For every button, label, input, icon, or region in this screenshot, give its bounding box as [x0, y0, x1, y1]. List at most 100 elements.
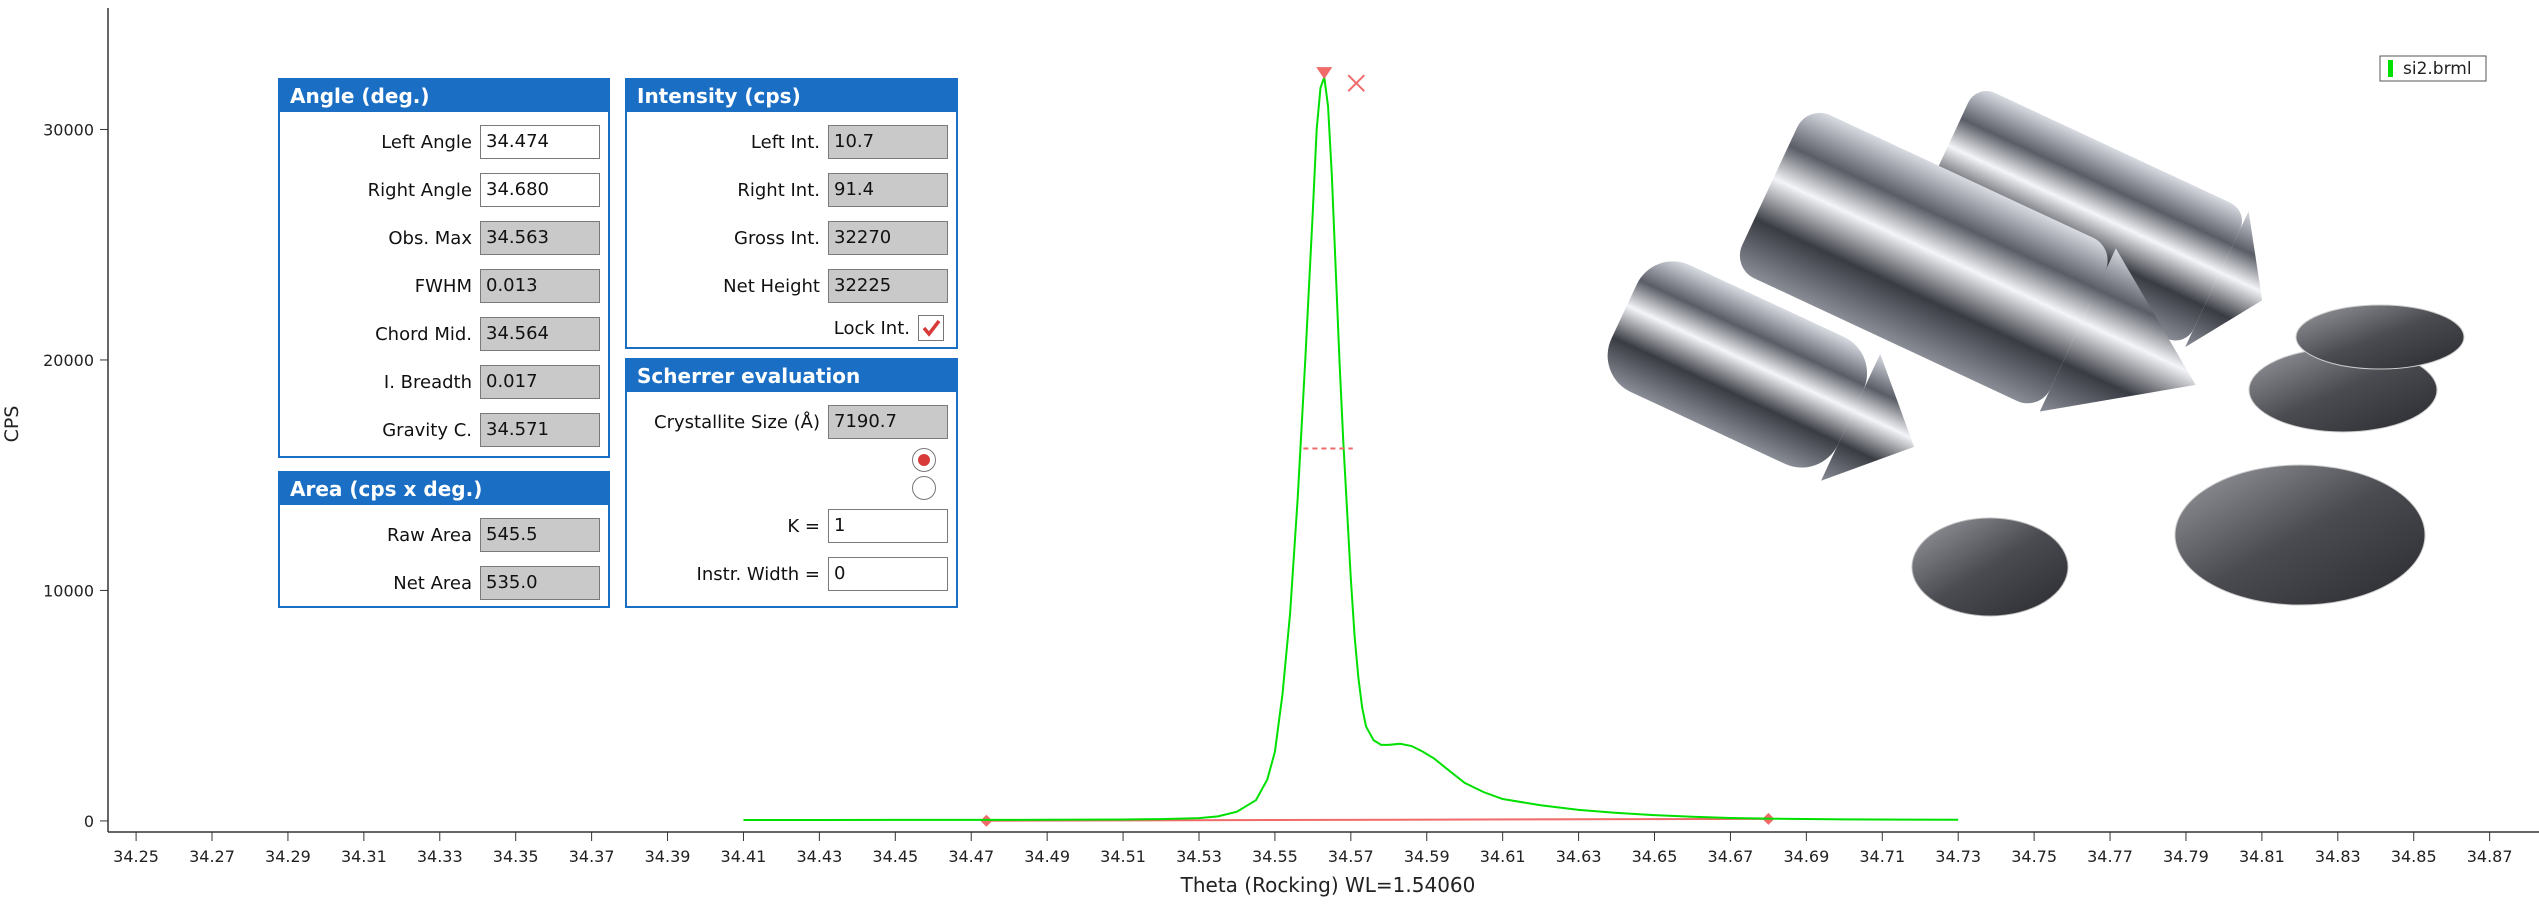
- x-tick-label: 34.81: [2239, 847, 2285, 866]
- x-tick-label: 34.61: [1480, 847, 1526, 866]
- field-label: I. Breadth: [383, 371, 472, 393]
- panel-title: Area (cps x deg.): [280, 473, 608, 505]
- radio-button[interactable]: [912, 448, 936, 472]
- x-tick-label: 34.55: [1252, 847, 1298, 866]
- form-row: Left Angle 34.474: [280, 118, 600, 166]
- text-input[interactable]: 34.474: [480, 125, 600, 159]
- y-tick-label: 10000: [43, 581, 94, 600]
- panel-body: Left Int. 10.7 Right Int. 91.4 Gross Int. 322…: [627, 112, 956, 346]
- x-tick-label: 34.47: [948, 847, 994, 866]
- readonly-field: 34.564: [480, 317, 600, 351]
- peak-marker: [1316, 67, 1333, 80]
- y-tick-label: 0: [84, 812, 94, 831]
- x-tick-label: 34.25: [113, 847, 159, 866]
- field-label: K =: [787, 515, 820, 537]
- field-label: Gross Int.: [734, 227, 820, 249]
- field-label: Obs. Max: [388, 227, 472, 249]
- x-tick-label: 34.83: [2315, 847, 2361, 866]
- wafer: [1911, 517, 2069, 617]
- x-tick-label: 34.33: [417, 847, 463, 866]
- field-label: Raw Area: [386, 524, 472, 546]
- panel: Intensity (cps) Left Int. 10.7 Right Int. 91…: [625, 78, 958, 349]
- x-tick-label: 34.35: [493, 847, 539, 866]
- panel-body: Crystallite Size (Å) 7190.7 K = 1 Instr. Wid…: [627, 392, 956, 598]
- readonly-field: 32270: [828, 221, 948, 255]
- form-row: Crystallite Size (Å) 7190.7: [627, 398, 948, 446]
- x-tick-label: 34.39: [645, 847, 691, 866]
- remove-peak-button[interactable]: [1347, 74, 1365, 92]
- form-row: Instr. Width = 0: [627, 550, 948, 598]
- field-label: FWHM: [414, 275, 472, 297]
- wafer: [2295, 304, 2465, 370]
- field-label: Gravity C.: [382, 419, 472, 441]
- product-photo: [1607, 90, 2465, 617]
- readonly-field: 32225: [828, 269, 948, 303]
- form-row: Gravity C. 34.571: [280, 406, 600, 454]
- panel: Angle (deg.) Left Angle 34.474 Right Angle 3…: [278, 78, 610, 458]
- field-label: Right Angle: [367, 179, 472, 201]
- readonly-field: 0.013: [480, 269, 600, 303]
- legend: si2.brml: [2379, 55, 2487, 82]
- x-tick-label: 34.27: [189, 847, 235, 866]
- x-tick-label: 34.43: [796, 847, 842, 866]
- form-row: Right Angle 34.680: [280, 166, 600, 214]
- form-row: I. Breadth 0.017: [280, 358, 600, 406]
- x-tick-label: 34.59: [1404, 847, 1450, 866]
- crystal-ingot: [1919, 90, 2263, 348]
- panel-title: Scherrer evaluation: [627, 360, 956, 392]
- readonly-field: 34.571: [480, 413, 600, 447]
- x-axis-title: Theta (Rocking) WL=1.54060: [1180, 873, 1476, 897]
- field-label: Net Area: [393, 572, 472, 594]
- form-row: Right Int. 91.4: [627, 166, 948, 214]
- form-row: [627, 446, 948, 474]
- x-tick-label: 34.53: [1176, 847, 1222, 866]
- x-tick-label: 34.49: [1024, 847, 1070, 866]
- readonly-field: 545.5: [480, 518, 600, 552]
- x-tick-label: 34.75: [2011, 847, 2057, 866]
- x-tick-label: 34.65: [1632, 847, 1678, 866]
- x-tick-label: 34.71: [1859, 847, 1905, 866]
- panel-body: Raw Area 545.5 Net Area 535.0: [280, 505, 608, 607]
- form-row: Net Area 535.0: [280, 559, 600, 607]
- readonly-field: 7190.7: [828, 405, 948, 439]
- text-input[interactable]: 0: [828, 557, 948, 591]
- readonly-field: 10.7: [828, 125, 948, 159]
- readonly-field: 535.0: [480, 566, 600, 600]
- field-label: Chord Mid.: [375, 323, 472, 345]
- field-label: Net Height: [723, 275, 820, 297]
- x-tick-label: 34.87: [2467, 847, 2513, 866]
- x-tick-label: 34.37: [569, 847, 615, 866]
- x-tick-label: 34.63: [1556, 847, 1602, 866]
- form-row: K = 1: [627, 502, 948, 550]
- y-tick-label: 20000: [43, 351, 94, 370]
- checkbox[interactable]: [918, 315, 944, 341]
- x-tick-label: 34.29: [265, 847, 311, 866]
- panel: Scherrer evaluation Crystallite Size (Å) 7…: [625, 358, 958, 608]
- readonly-field: 91.4: [828, 173, 948, 207]
- readonly-field: 34.563: [480, 221, 600, 255]
- radio-dot: [918, 454, 930, 466]
- x-tick-label: 34.67: [1708, 847, 1754, 866]
- field-label: Right Int.: [737, 179, 820, 201]
- legend-box: [2379, 55, 2487, 82]
- form-row: Left Int. 10.7: [627, 118, 948, 166]
- text-input[interactable]: 1: [828, 509, 948, 543]
- readonly-field: 0.017: [480, 365, 600, 399]
- x-tick-label: 34.79: [2163, 847, 2209, 866]
- panel-body: Left Angle 34.474 Right Angle 34.680 Obs. Ma…: [280, 112, 608, 454]
- wafer: [2174, 464, 2426, 606]
- y-tick-label: 30000: [43, 120, 94, 139]
- form-row: Gross Int. 32270: [627, 214, 948, 262]
- data-line: [743, 76, 1959, 822]
- form-row: Raw Area 545.5: [280, 511, 600, 559]
- y-axis-title: CPS: [1, 406, 23, 443]
- radio-button[interactable]: [912, 476, 936, 500]
- field-label: Instr. Width =: [696, 563, 820, 585]
- x-tick-label: 34.77: [2087, 847, 2133, 866]
- x-tick-label: 34.73: [1935, 847, 1981, 866]
- legend-swatch: [2388, 60, 2393, 77]
- check-mark: [922, 319, 941, 337]
- text-input[interactable]: 34.680: [480, 173, 600, 207]
